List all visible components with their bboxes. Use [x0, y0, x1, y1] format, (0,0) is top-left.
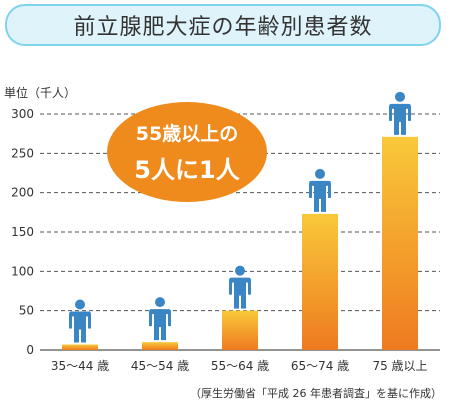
x-tick-label: 45～54 歳 — [131, 359, 189, 373]
person-icon — [229, 265, 251, 309]
source-note: （厚生労働省「平成 26 年患者調査」を基に作成） — [190, 387, 442, 400]
bar — [222, 310, 258, 350]
y-tick-label: 0 — [26, 343, 34, 357]
chart-title: 前立腺肥大症の年齢別患者数 — [73, 15, 373, 40]
y-axis-label: 単位（千人） — [4, 85, 76, 100]
y-tick-label: 100 — [11, 264, 34, 278]
y-tick-label: 200 — [11, 186, 34, 200]
callout-ellipse — [107, 102, 267, 202]
person-icon — [309, 168, 331, 212]
callout-bubble: 55歳以上の 5人に1人 — [107, 102, 267, 202]
x-tick-label: 35～44 歳 — [51, 359, 109, 373]
x-tick-label: 55～64 歳 — [211, 359, 269, 373]
y-tick-label: 300 — [11, 107, 34, 121]
person-icon — [149, 297, 171, 341]
callout-line-1: 55歳以上の — [136, 123, 238, 145]
y-tick-label: 250 — [11, 146, 34, 160]
x-tick-label: 75 歳以上 — [372, 359, 427, 373]
person-icon — [69, 299, 91, 343]
bar — [302, 213, 338, 350]
title-banner: 前立腺肥大症の年齢別患者数 — [5, 4, 441, 46]
bar — [142, 342, 178, 350]
bar — [382, 136, 418, 350]
y-tick-label: 50 — [19, 304, 34, 318]
bar — [62, 344, 98, 350]
y-tick-label: 150 — [11, 225, 34, 239]
x-tick-label: 65～74 歳 — [291, 359, 349, 373]
person-icon — [389, 91, 411, 135]
callout-line-2: 5人に1人 — [134, 156, 239, 184]
